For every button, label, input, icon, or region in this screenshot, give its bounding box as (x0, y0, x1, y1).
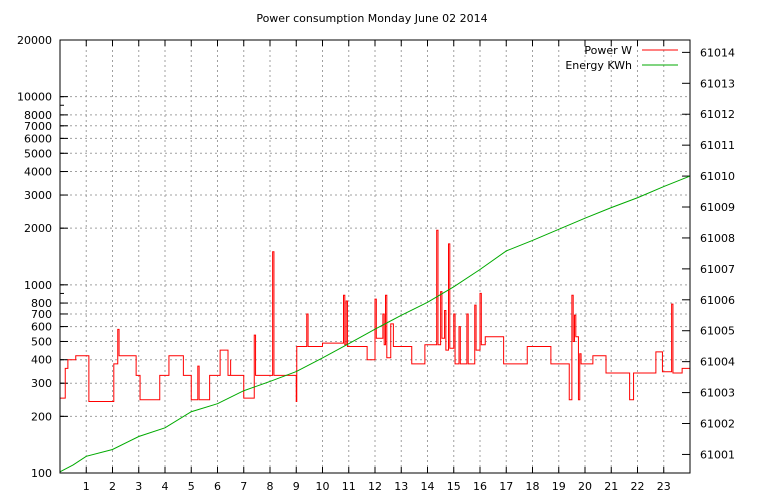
x-tick-label: 12 (368, 480, 382, 493)
y-left-tick-label: 500 (31, 335, 52, 348)
x-tick-label: 13 (394, 480, 408, 493)
legend: Power W Energy KWh (565, 44, 678, 72)
axis-layer: 1 2 3 4 5 6 7 8 9 10 11 12 13 14 15 16 17 18 19 20 21 22 23100… (17, 34, 735, 493)
y-left-tick-label: 100 (31, 467, 52, 480)
x-tick-label: 16 (473, 480, 487, 493)
y-left-tick-label: 8000 (24, 109, 52, 122)
x-tick-label: 22 (631, 480, 645, 493)
y-right-tick-label: 61010 (700, 170, 735, 183)
y-left-tick-label: 2000 (24, 222, 52, 235)
y-left-tick-label: 5000 (24, 147, 52, 160)
y-left-tick-label: 400 (31, 354, 52, 367)
y-right-tick-label: 61007 (700, 263, 735, 276)
x-tick-label: 3 (135, 480, 142, 493)
y-left-tick-label: 10000 (17, 91, 52, 104)
y-left-tick-label: 300 (31, 377, 52, 390)
y-right-tick-label: 61004 (700, 356, 735, 369)
series-line-power-w (60, 229, 690, 402)
x-tick-label: 2 (109, 480, 116, 493)
legend-label: Power W (584, 44, 632, 57)
x-tick-label: 7 (240, 480, 247, 493)
x-tick-label: 5 (188, 480, 195, 493)
y-right-tick-label: 61008 (700, 232, 735, 245)
x-tick-label: 17 (499, 480, 513, 493)
y-right-tick-label: 61011 (700, 139, 735, 152)
x-tick-label: 4 (162, 480, 169, 493)
y-left-tick-label: 1000 (24, 279, 52, 292)
y-left-tick-label: 3000 (24, 189, 52, 202)
y-left-tick-label: 6000 (24, 132, 52, 145)
y-left-tick-label: 20000 (17, 34, 52, 47)
series-layer (59, 175, 691, 473)
y-right-tick-label: 61002 (700, 418, 735, 431)
x-tick-label: 10 (316, 480, 330, 493)
series-line-energy-kwh (59, 175, 691, 473)
y-right-tick-label: 61006 (700, 294, 735, 307)
y-left-tick-label: 800 (31, 297, 52, 310)
x-tick-label: 11 (342, 480, 356, 493)
y-right-tick-label: 61014 (700, 46, 735, 59)
x-tick-label: 8 (267, 480, 274, 493)
legend-label: Energy KWh (565, 59, 632, 72)
x-tick-label: 19 (552, 480, 566, 493)
y-right-tick-label: 61012 (700, 108, 735, 121)
y-left-tick-label: 600 (31, 321, 52, 334)
y-right-tick-label: 61003 (700, 387, 735, 400)
y-left-tick-label: 200 (31, 410, 52, 423)
y-left-tick-label: 7000 (24, 120, 52, 133)
y-right-tick-label: 61013 (700, 77, 735, 90)
plot-frame (59, 39, 691, 474)
x-tick-label: 23 (657, 480, 671, 493)
x-tick-label: 1 (83, 480, 90, 493)
y-right-tick-label: 61009 (700, 201, 735, 214)
x-tick-label: 15 (447, 480, 461, 493)
y-left-tick-label: 4000 (24, 166, 52, 179)
chart-title: Power consumption Monday June 02 2014 (256, 12, 487, 25)
x-tick-label: 20 (578, 480, 592, 493)
y-right-tick-label: 61005 (700, 325, 735, 338)
x-tick-label: 21 (604, 480, 618, 493)
x-tick-label: 18 (526, 480, 540, 493)
x-tick-label: 14 (421, 480, 435, 493)
x-tick-label: 9 (293, 480, 300, 493)
x-tick-label: 6 (214, 480, 221, 493)
grid-layer (60, 40, 690, 473)
y-left-tick-label: 700 (31, 308, 52, 321)
y-right-tick-label: 61001 (700, 448, 735, 461)
